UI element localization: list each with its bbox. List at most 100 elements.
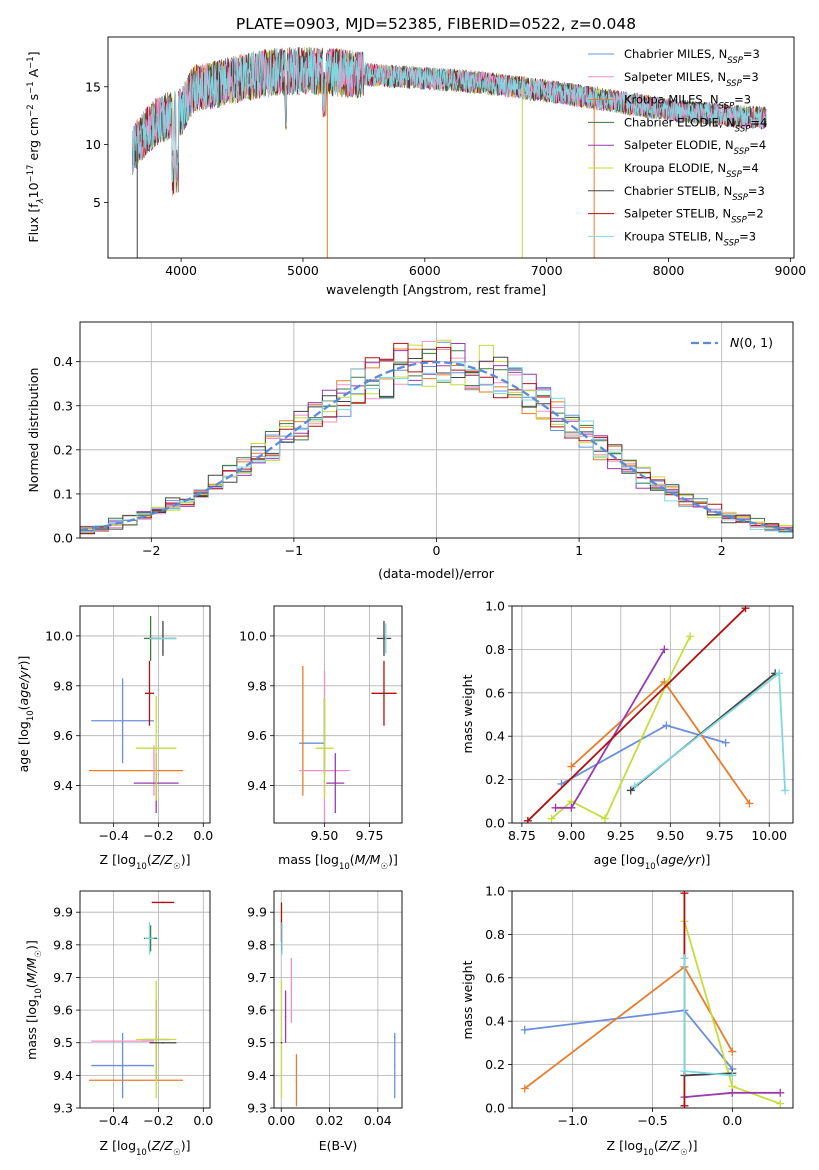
series-marker	[626, 786, 635, 795]
y-tick-label: 1.0	[485, 599, 505, 614]
y-tick-label: 9.7	[53, 970, 73, 985]
plot-area	[132, 46, 767, 258]
series-marker	[660, 645, 669, 654]
y-tick-label: 1.0	[485, 884, 505, 899]
y-tick-label: 0.6	[485, 685, 505, 700]
y-tick-label: 9.6	[247, 1003, 267, 1018]
x-tick-label: 5000	[287, 263, 319, 278]
legend-label: Kroupa MILES, NSSP=3	[624, 93, 751, 112]
data-point	[383, 637, 385, 640]
y-tick-label: 9.8	[53, 937, 73, 952]
plot-area	[88, 615, 184, 814]
y-tick-label: 9.9	[247, 905, 267, 920]
data-point	[153, 769, 155, 772]
y-axis-label: mass weight	[460, 674, 475, 753]
x-tick-label: −0.4	[98, 1113, 128, 1128]
figure-title: PLATE=0903, MJD=52385, FIBERID=0522, z=0…	[236, 15, 636, 33]
plot-residuals: −2 −1 0 1 2 0.0 0.1 0.2 0.3 0.4 N(0, 1) (data-model…	[26, 321, 794, 581]
data-point	[162, 1041, 164, 1044]
plot-area	[280, 902, 396, 1107]
x-tick-label: 0.04	[364, 1113, 392, 1128]
x-tick-label: −1	[285, 543, 303, 558]
series-marker	[728, 1047, 737, 1056]
series-marker	[728, 1088, 737, 1097]
x-tick-label: −0.2	[143, 828, 173, 843]
series-marker	[601, 814, 610, 823]
plot-z_age: −0.4 −0.2 0.0 9.4 9.6 9.8 10.0 Z [log10(Z/Z☉)] a…	[16, 605, 213, 872]
x-axis-label: Z [log10(Z/Z☉)]	[100, 1138, 191, 1158]
data-point	[295, 1079, 298, 1082]
plot-z_weight: −1.0 −0.5 0.0 0.0 0.2 0.4 0.6 0.8 1.0 Z [log10(Z/…	[460, 884, 794, 1158]
data-point	[121, 719, 124, 722]
x-tick-label: −2	[142, 543, 160, 558]
series-marker	[745, 799, 754, 808]
data-point	[155, 1038, 158, 1041]
x-tick-label: 0.02	[316, 1113, 344, 1128]
axes-frame	[107, 36, 795, 259]
series-line	[524, 965, 734, 1090]
series-marker	[680, 1101, 689, 1108]
y-tick-label: 9.7	[247, 970, 267, 985]
data-point	[148, 937, 151, 940]
series-marker	[781, 786, 790, 795]
legend: Chabrier MILES, NSSP=3 Salpeter MILES, NS…	[588, 47, 767, 248]
axes-frame	[79, 890, 211, 1109]
y-tick-label: 0.2	[485, 1057, 505, 1072]
y-tick-label: 9.9	[53, 905, 73, 920]
axes-frame	[273, 605, 403, 824]
series-marker	[520, 1084, 529, 1093]
x-tick-label: 10.00	[751, 828, 787, 843]
y-tick-label: 9.6	[53, 728, 73, 743]
data-point	[162, 901, 164, 904]
data-point	[323, 747, 326, 749]
y-axis-label: mass [log10(M/M☉)]	[24, 940, 44, 1060]
series-marker	[630, 782, 639, 791]
x-tick-label: −1.0	[557, 1113, 587, 1128]
y-tick-label: 0.0	[485, 816, 505, 831]
legend-label: Chabrier MILES, NSSP=3	[624, 47, 760, 66]
x-tick-label: 7000	[531, 263, 563, 278]
x-tick-label: 8000	[653, 263, 685, 278]
data-point	[148, 692, 151, 695]
legend-label: N(0, 1)	[730, 335, 773, 350]
x-tick-label: 8.75	[508, 828, 536, 843]
plot-spectrum: 4000 5000 6000 7000 8000 9000 5 10 15 Chabrier MI…	[26, 36, 806, 297]
series-marker	[776, 1099, 785, 1108]
data-point	[284, 1015, 287, 1018]
series-marker	[680, 954, 689, 963]
series-marker	[523, 816, 532, 823]
data-point	[290, 989, 293, 992]
axes-frame	[511, 890, 794, 1109]
x-tick-label: 9.75	[356, 828, 384, 843]
y-tick-label: 0.0	[53, 531, 73, 546]
y-tick-label: 9.4	[247, 1068, 267, 1083]
x-axis-label: Z [log10(Z/Z☉)]	[100, 852, 191, 872]
plot-z_mass: −0.4 −0.2 0.0 9.3 9.4 9.5 9.6 9.7 9.8 9.9 Z [log10…	[24, 890, 213, 1158]
axes-frame	[79, 605, 211, 824]
y-tick-label: 9.3	[247, 1101, 267, 1116]
y-tick-label: 10.0	[45, 628, 73, 643]
y-tick-label: 0.4	[485, 729, 505, 744]
x-axis-label: age [log10(age/yr)]	[594, 852, 711, 872]
x-tick-label: 9000	[774, 263, 806, 278]
y-tick-label: 9.3	[53, 1101, 73, 1116]
series-marker	[520, 1025, 529, 1034]
series-marker	[680, 891, 689, 898]
x-axis-label: Z [log10(Z/Z☉)]	[607, 1138, 698, 1158]
axes-frame	[511, 605, 794, 824]
series-marker	[567, 762, 576, 771]
y-tick-label: 0.3	[53, 398, 73, 413]
x-axis-label: E(B-V)	[319, 1138, 358, 1153]
x-tick-label: 0.00	[267, 1113, 295, 1128]
x-tick-label: −0.4	[98, 828, 128, 843]
series-marker	[680, 1067, 689, 1076]
histogram-steps	[80, 362, 793, 538]
normal-curve	[80, 360, 793, 532]
y-axis-label: mass weight	[460, 960, 475, 1039]
x-tick-label: 9.25	[607, 828, 635, 843]
x-axis-label: mass [log10(M/M☉)]	[278, 852, 398, 872]
data-point	[121, 1040, 124, 1042]
x-tick-label: 6000	[409, 263, 441, 278]
y-tick-label: 5	[93, 195, 101, 210]
